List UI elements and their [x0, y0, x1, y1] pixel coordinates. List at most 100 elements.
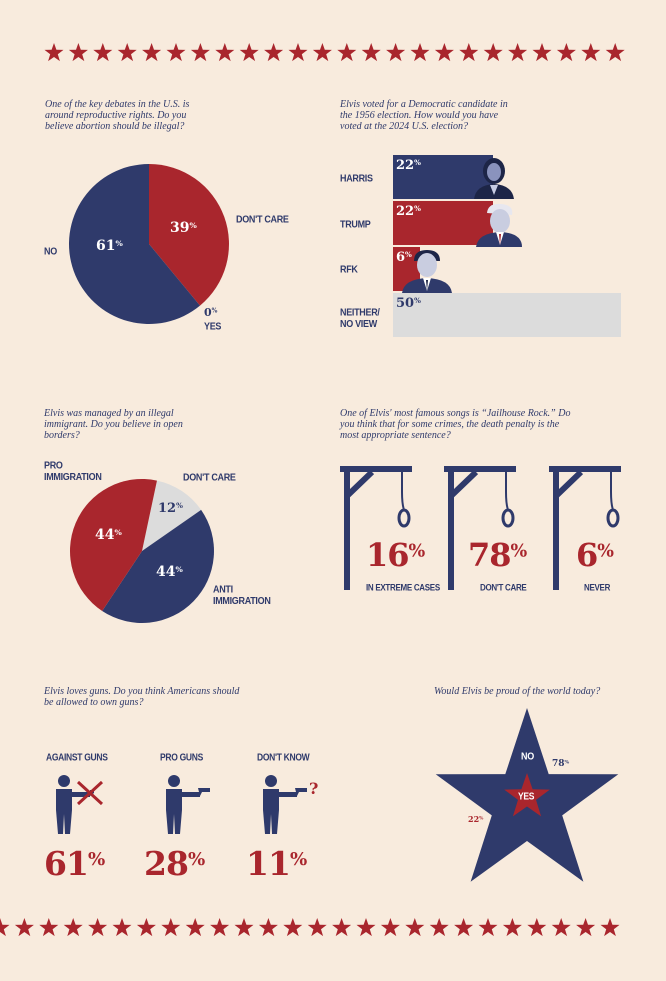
pie1-value-dont-care: 39% [170, 220, 197, 236]
top-border-star [264, 43, 284, 62]
bar-value-neither-text: 50% [396, 296, 421, 311]
bottom-border-star [405, 918, 425, 937]
star-value-no-text: 78% [552, 759, 570, 769]
top-border-star [117, 43, 137, 62]
bottom-border-star [185, 918, 205, 937]
top-star-border [44, 43, 625, 62]
top-border-star [68, 43, 88, 62]
death-value-never: 6% [576, 536, 614, 574]
gallows-icon-2 [444, 466, 516, 590]
pie1-value-yes-text: 0% [204, 306, 218, 319]
pie1-value-yes: 0% [204, 306, 217, 319]
bottom-border-star [551, 918, 571, 937]
pie1-label-yes: YES [204, 320, 222, 332]
bottom-border-star [454, 918, 474, 937]
top-border-star [361, 43, 381, 62]
pie3-value-anti-text: 44% [156, 564, 183, 580]
bottom-star-border [0, 918, 620, 937]
star-value-yes-text: 22% [468, 814, 484, 824]
top-border-star [312, 43, 332, 62]
top-border-star [288, 43, 308, 62]
top-border-star [410, 43, 430, 62]
pie1-value-no: 61% [96, 238, 123, 254]
pie3-value-dont-care: 12% [158, 501, 183, 516]
bar-value-rfk: 6% [396, 250, 412, 265]
death-value-extreme-text: 16% [366, 536, 425, 574]
immigration-pie-chart [69, 478, 214, 623]
q4-question: One of Elvis' most famous songs is “Jail… [340, 408, 571, 441]
bar-harris [393, 155, 494, 199]
bottom-border-star [429, 918, 449, 937]
guns-label-against: AGAINST GUNS [46, 751, 108, 763]
top-border-star [239, 43, 259, 62]
pie1-value-no-text: 61% [96, 238, 123, 254]
top-border-star [434, 43, 454, 62]
top-border-star [190, 43, 210, 62]
svg-text:?: ? [309, 779, 318, 798]
bottom-border-star [527, 918, 547, 937]
bottom-border-star [502, 918, 522, 937]
bottom-border-star [307, 918, 327, 937]
q2-question: Elvis voted for a Democratic candidate i… [340, 99, 508, 132]
star-label-yes: YES [518, 790, 535, 802]
top-border-star [459, 43, 479, 62]
top-border-star [605, 43, 625, 62]
bar-value-trump-text: 22% [396, 204, 421, 219]
bottom-border-star [576, 918, 596, 937]
bottom-border-star [380, 918, 400, 937]
star-value-yes: 22% [468, 814, 483, 824]
pie3-value-dont-care-text: 12% [158, 501, 183, 516]
top-border-star [556, 43, 576, 62]
death-value-dont-care-text: 78% [468, 536, 527, 574]
gallows-icon-1 [340, 466, 412, 590]
star-label-no: NO [521, 750, 534, 762]
bottom-border-star [478, 918, 498, 937]
bottom-border-star [161, 918, 181, 937]
trump-portrait-icon [476, 203, 522, 247]
q1-question: One of the key debates in the U.S. is ar… [45, 99, 190, 132]
top-border-star [215, 43, 235, 62]
death-label-extreme: IN EXTREME CASES [366, 582, 440, 593]
bottom-border-star [234, 918, 254, 937]
pie3-label-dont-care: DON'T CARE [183, 471, 236, 483]
death-value-never-text: 6% [576, 536, 614, 574]
bar-trump [393, 201, 494, 245]
guns-value-pro: 28% [144, 844, 205, 883]
guns-label-dont-know: DON'T KNOW [257, 751, 310, 763]
gunman-icon-dont-know: ? [263, 775, 318, 834]
pie3-label-pro: PRO IMMIGRATION [44, 459, 102, 483]
guns-value-pro-text: 28% [144, 844, 205, 883]
gallows-icon-3 [549, 466, 621, 590]
top-border-star [386, 43, 406, 62]
bar-value-trump: 22% [396, 204, 421, 219]
bar-label-harris: HARRIS [340, 172, 373, 184]
pie1-slice-dont-care [149, 164, 229, 306]
guns-value-against-text: 61% [44, 844, 105, 883]
pie3-label-anti: ANTI IMMIGRATION [213, 583, 271, 607]
bottom-border-star [356, 918, 376, 937]
death-label-never: NEVER [584, 582, 611, 593]
top-border-star [142, 43, 162, 62]
proud-star-chart [435, 708, 619, 882]
pie3-slice-pro [69, 478, 157, 611]
top-border-star [581, 43, 601, 62]
q5-question: Elvis loves guns. Do you think Americans… [44, 686, 240, 708]
top-border-star [532, 43, 552, 62]
bottom-border-star [210, 918, 230, 937]
guns-value-against: 61% [44, 844, 105, 883]
bottom-border-star [600, 918, 620, 937]
bar-label-trump: TRUMP [340, 218, 371, 230]
bottom-border-star [14, 918, 34, 937]
pie1-label-dont-care: DON'T CARE [236, 213, 289, 225]
top-border-star [93, 43, 113, 62]
death-value-dont-care: 78% [468, 536, 527, 574]
pie3-value-pro: 44% [95, 527, 122, 543]
death-value-extreme: 16% [366, 536, 425, 574]
bar-value-harris: 22% [396, 158, 421, 173]
guns-label-pro: PRO GUNS [160, 751, 203, 763]
death-label-dont-care: DON'T CARE [480, 582, 527, 593]
guns-value-dont-know: 11% [246, 844, 307, 883]
top-border-star [166, 43, 186, 62]
top-border-star [337, 43, 357, 62]
top-border-star [44, 43, 64, 62]
